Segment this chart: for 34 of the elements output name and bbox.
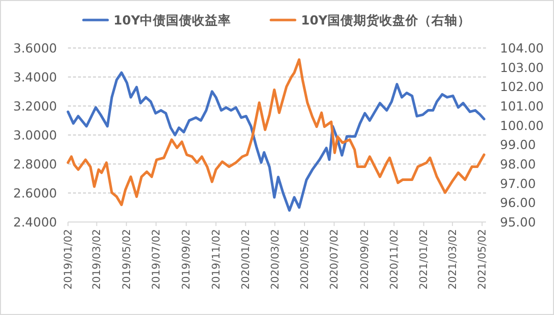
x-tick-label: 2020/03/02 xyxy=(269,229,282,290)
y2-tick-label: 104.00 xyxy=(500,40,544,56)
x-tick-label: 2020/09/02 xyxy=(358,229,371,290)
legend-label: 10Y国债期货收盘价（右轴） xyxy=(301,12,470,28)
x-tick-label: 2021/03/02 xyxy=(446,229,459,290)
y2-tick-label: 95.00 xyxy=(500,214,536,230)
y-tick-label: 3.6000 xyxy=(13,40,58,56)
y-tick-label: 3.2000 xyxy=(13,98,58,114)
y-tick-label: 2.6000 xyxy=(13,186,58,200)
y2-tick-label: 102.00 xyxy=(500,79,544,94)
y2-tick-label: 100.00 xyxy=(500,118,544,133)
y-tick-label: 3.4000 xyxy=(13,70,58,84)
y2-tick-label: 97.00 xyxy=(500,176,536,191)
x-tick-label: 2020/01/02 xyxy=(240,229,252,290)
x-tick-label: 2019/01/02 xyxy=(62,229,74,290)
x-tick-label: 2020/11/02 xyxy=(388,229,401,290)
x-tick-label: 2021/01/02 xyxy=(418,229,430,290)
x-tick-label: 2021/05/02 xyxy=(476,229,489,290)
y2-tick-label: 101.00 xyxy=(500,98,544,114)
y2-tick-label: 98.00 xyxy=(500,156,536,172)
x-tick-label: 2019/11/02 xyxy=(210,229,222,290)
x-tick-label: 2019/03/02 xyxy=(91,229,104,290)
x-tick-label: 2019/07/02 xyxy=(150,229,163,290)
x-tick-label: 2020/07/02 xyxy=(328,229,341,290)
x-tick-label: 2019/05/02 xyxy=(120,229,133,290)
legend-label: 10Y中债国债收益率 xyxy=(114,12,231,28)
y-tick-label: 2.8000 xyxy=(13,156,58,172)
x-tick-label: 2019/09/02 xyxy=(180,229,193,290)
y2-tick-label: 96.00 xyxy=(500,195,536,210)
y2-tick-label: 103.00 xyxy=(500,60,544,75)
x-tick-label: 2020/05/02 xyxy=(298,229,311,290)
y-tick-label: 2.4000 xyxy=(13,214,58,230)
y-tick-label: 3.0000 xyxy=(13,128,58,142)
y2-tick-label: 99.00 xyxy=(500,137,536,152)
